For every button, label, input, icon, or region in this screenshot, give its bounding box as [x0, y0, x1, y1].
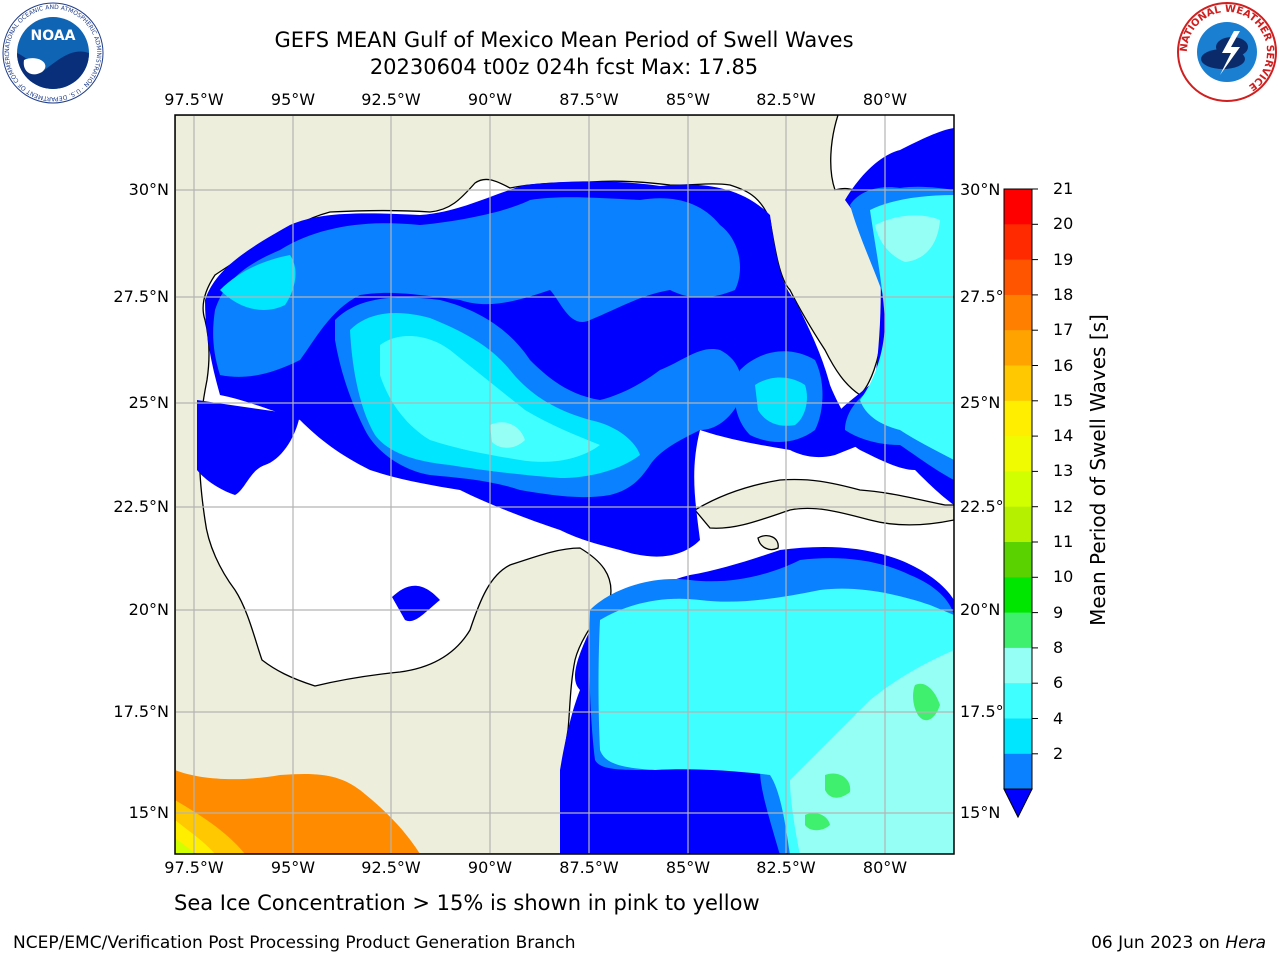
swell-field [197, 128, 954, 854]
map-area [175, 115, 954, 854]
colorbar-tick-label: 13 [1053, 461, 1074, 481]
colorbar-segment [1004, 542, 1032, 578]
map-frame [174, 114, 955, 855]
lat-tick-right: 15°N [960, 803, 1001, 822]
lat-tick-right: 25°N [960, 393, 1001, 412]
colorbar [1003, 188, 1038, 819]
lon-tick-top: 95°W [270, 90, 316, 109]
colorbar-segment [1004, 506, 1032, 543]
colorbar-segment [1004, 224, 1032, 261]
colorbar-tick-label: 8 [1053, 637, 1064, 657]
footer-machine: Hera [1225, 933, 1266, 953]
colorbar-tick-label: 10 [1053, 567, 1074, 587]
lat-tick-left: 25°N [128, 393, 169, 412]
lat-tick-left: 15°N [128, 803, 169, 822]
lon-tick-top: 92.5°W [361, 90, 421, 109]
lon-tick-bottom: 95°W [270, 858, 316, 877]
sea-ice-note: Sea Ice Concentration > 15% is shown in … [174, 891, 760, 915]
colorbar-segment [1004, 647, 1032, 684]
colorbar-segment [1004, 400, 1032, 437]
lon-tick-bottom: 80°W [862, 858, 908, 877]
colorbar-segment [1004, 189, 1032, 225]
colorbar-segment [1004, 718, 1032, 755]
colorbar-tick-label: 16 [1053, 355, 1074, 375]
lat-tick-right: 30°N [960, 180, 1001, 199]
lon-tick-bottom: 92.5°W [361, 858, 421, 877]
colorbar-segment [1004, 683, 1032, 719]
chart-title: GEFS MEAN Gulf of Mexico Mean Period of … [274, 28, 854, 52]
colorbar-tick-label: 19 [1053, 249, 1074, 269]
lat-tick-left: 30°N [128, 180, 169, 199]
footer-date: 06 Jun 2023 on Hera [1091, 933, 1266, 953]
lon-tick-top: 87.5°W [559, 90, 619, 109]
colorbar-segment [1004, 577, 1032, 614]
lon-tick-top: 85°W [665, 90, 711, 109]
lat-tick-right: 27.5° [960, 287, 1004, 306]
colorbar-tick-label: 11 [1053, 532, 1074, 551]
lon-tick-bottom: 82.5°W [756, 858, 816, 877]
colorbar-tick-label: 21 [1053, 179, 1074, 198]
chart-subtitle: 20230604 t00z 024h fcst Max: 17.85 [369, 55, 759, 79]
svg-text:NOAA: NOAA [31, 28, 76, 44]
lat-tick-right: 20°N [960, 600, 1001, 619]
colorbar-tick-label: 6 [1053, 673, 1064, 693]
lat-tick-left: 27.5°N [113, 287, 169, 306]
lon-tick-bottom: 90°W [467, 858, 513, 877]
colorbar-tick-label: 20 [1053, 214, 1074, 234]
footer-credit: NCEP/EMC/Verification Post Processing Pr… [13, 933, 576, 953]
lon-tick-bottom: 85°W [665, 858, 711, 877]
colorbar-tick-label: 15 [1053, 390, 1074, 410]
colorbar-extend-arrow [1003, 788, 1033, 819]
colorbar-tick-label: 17 [1053, 320, 1074, 340]
colorbar-tick-label: 14 [1053, 426, 1074, 446]
lat-tick-left: 17.5°N [113, 702, 169, 721]
colorbar-segment [1004, 294, 1032, 331]
colorbar-segment [1004, 436, 1032, 472]
lat-tick-right: 22.5° [960, 497, 1004, 516]
colorbar-tick-label: 2 [1053, 743, 1064, 763]
colorbar-segment [1004, 471, 1032, 508]
colorbar-segment [1004, 330, 1032, 366]
lon-tick-top: 80°W [862, 90, 908, 109]
lon-tick-bottom: 87.5°W [559, 858, 619, 877]
lon-tick-top: 90°W [467, 90, 513, 109]
lon-tick-top: 97.5°W [164, 90, 224, 109]
colorbar-tick-label: 18 [1053, 284, 1074, 304]
colorbar-segment [1004, 612, 1032, 649]
colorbar-title: Mean Period of Swell Waves [s] [1086, 314, 1110, 626]
noaa-logo: NATIONAL OCEANIC AND ATMOSPHERIC ADMINIS… [2, 2, 104, 104]
lat-tick-left: 20°N [128, 600, 169, 619]
colorbar-tick-label: 4 [1053, 708, 1064, 728]
colorbar-tick-label: 12 [1053, 496, 1074, 516]
nws-logo: NATIONAL WEATHER SERVICE [1177, 2, 1277, 102]
colorbar-frame [1003, 188, 1033, 790]
lat-tick-right: 17.5° [960, 702, 1004, 721]
lat-tick-left: 22.5°N [113, 497, 169, 516]
colorbar-segment [1004, 365, 1032, 402]
gridlines [175, 115, 954, 854]
lon-tick-bottom: 97.5°W [164, 858, 224, 877]
colorbar-tick-label: 9 [1053, 602, 1064, 622]
colorbar-segment [1004, 753, 1032, 790]
colorbar-segment [1004, 259, 1032, 296]
lon-tick-top: 82.5°W [756, 90, 816, 109]
footer-date-text: 06 Jun 2023 on [1091, 933, 1220, 953]
